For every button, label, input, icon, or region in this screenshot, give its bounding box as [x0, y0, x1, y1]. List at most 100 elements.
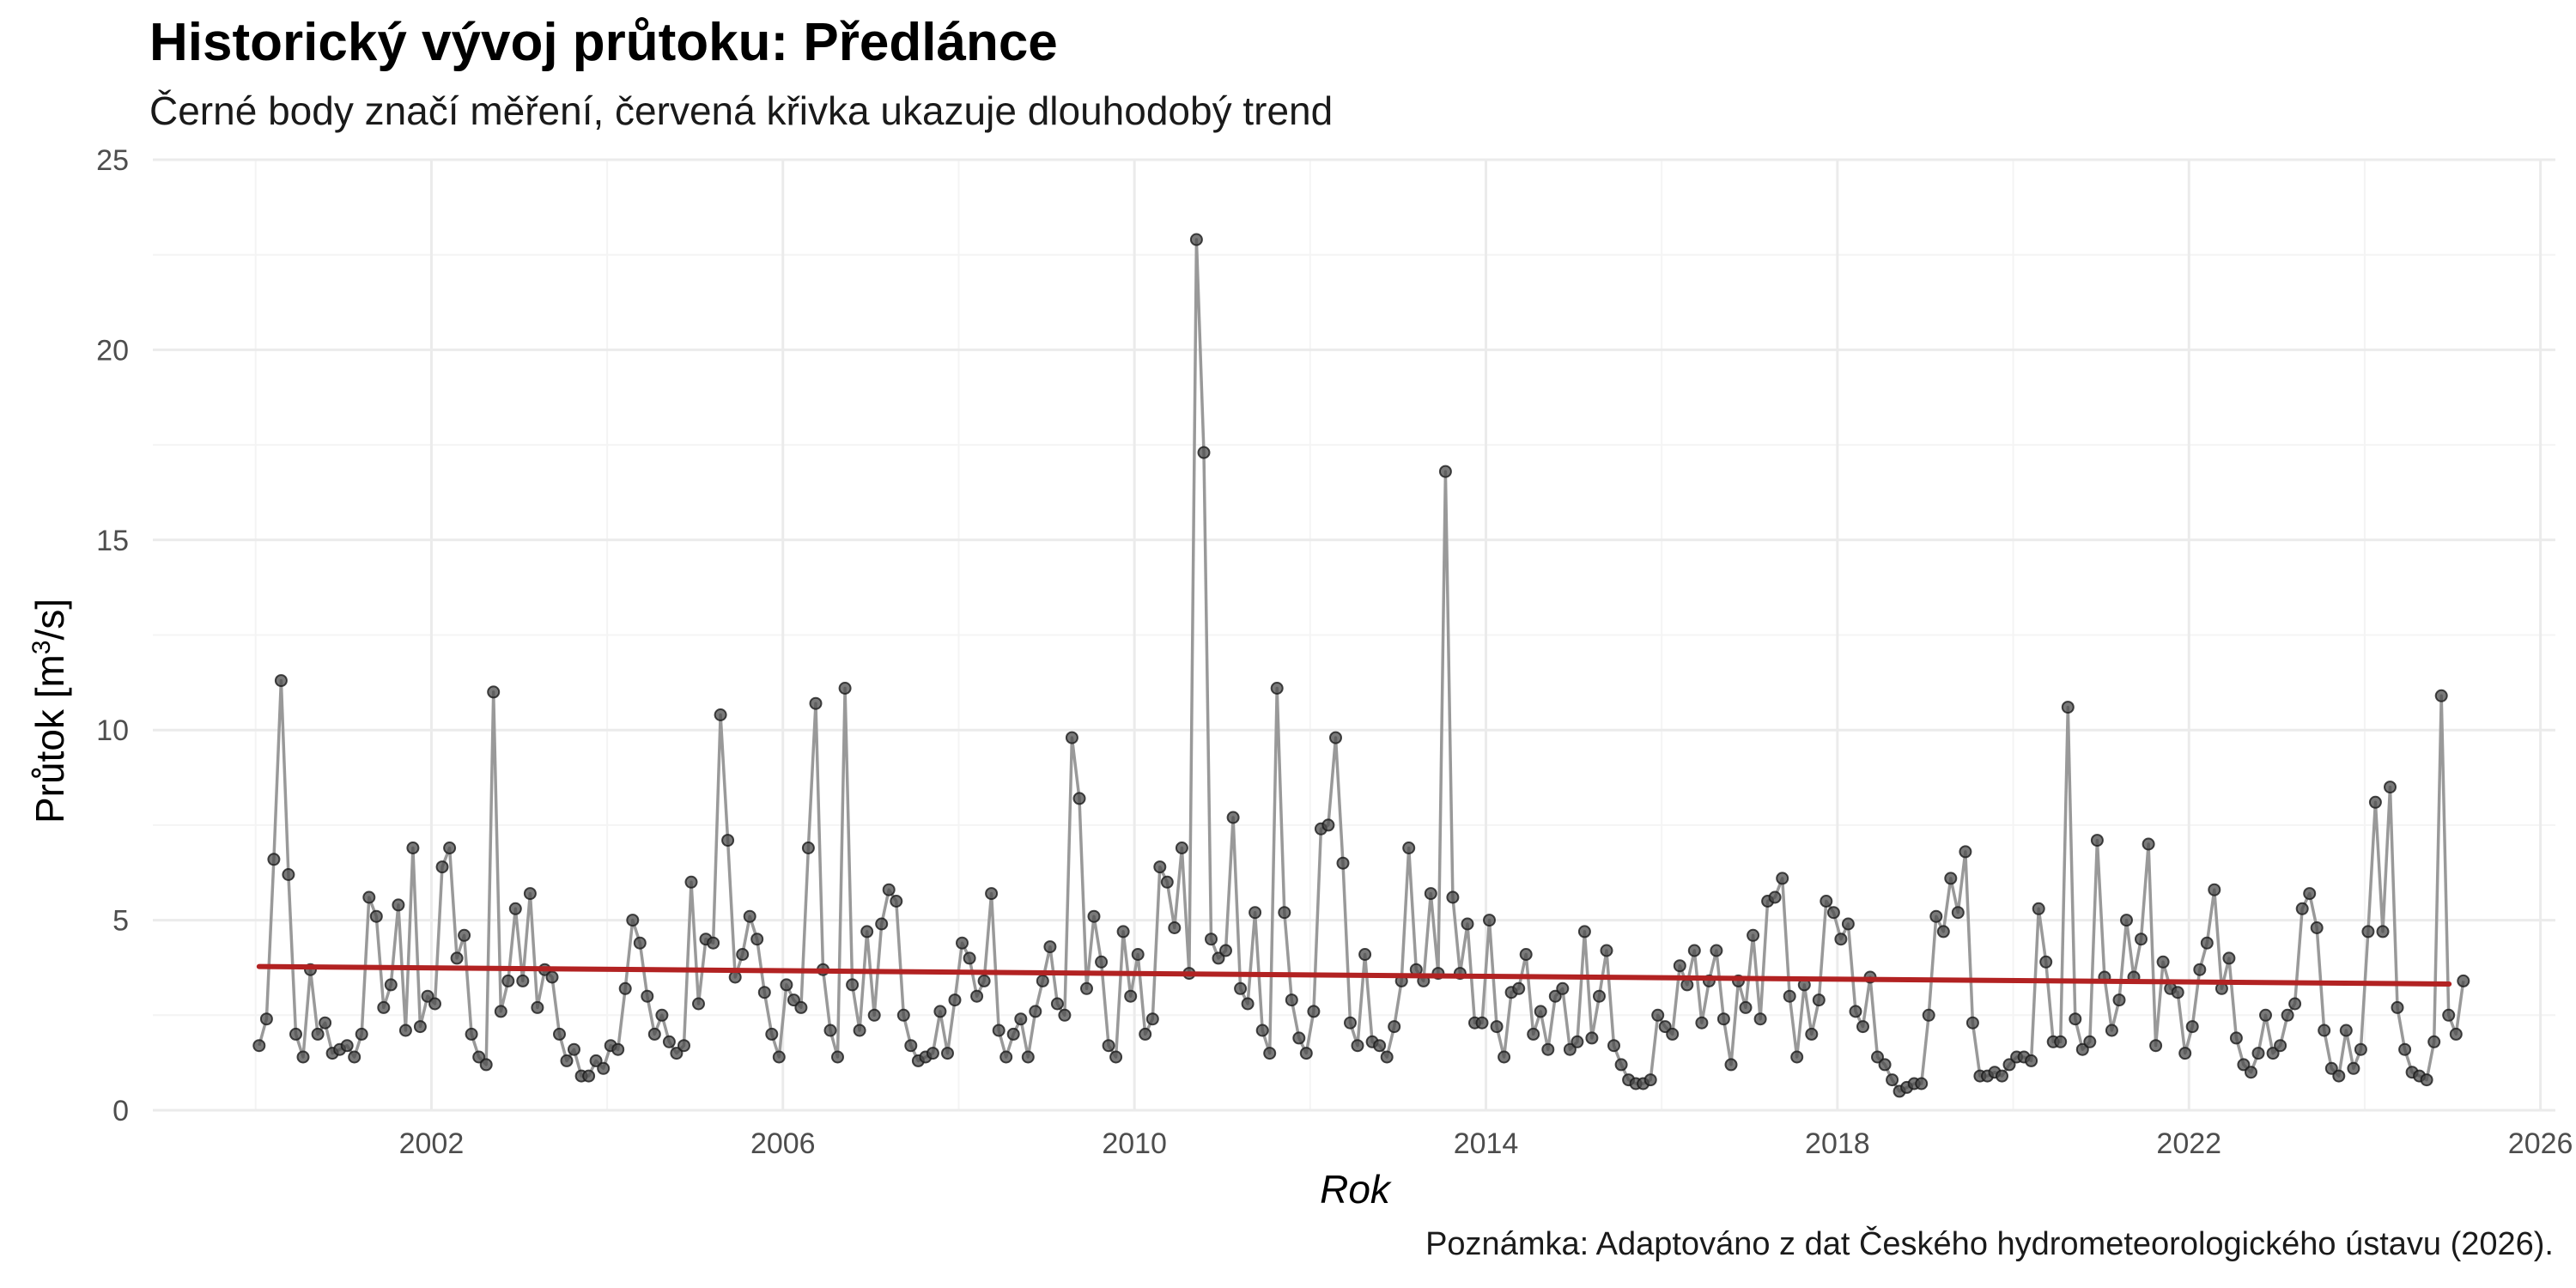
data-point	[597, 1061, 611, 1075]
data-point	[1490, 1020, 1504, 1034]
data-point	[2318, 1024, 2331, 1037]
trend-line	[256, 963, 2452, 987]
data-point	[904, 1039, 918, 1053]
data-point	[641, 989, 654, 1003]
y-tick-label: 5	[112, 905, 129, 938]
data-point	[2303, 887, 2317, 901]
data-point	[1168, 921, 1182, 934]
data-point	[1270, 682, 1284, 695]
x-tick-label: 2022	[2156, 1127, 2221, 1160]
flow-series	[258, 238, 2465, 1093]
data-point	[2149, 1039, 2163, 1053]
data-point	[2039, 955, 2053, 969]
x-tick-label: 2010	[1102, 1127, 1167, 1160]
data-point	[999, 1050, 1013, 1064]
data-point	[2434, 689, 2448, 702]
data-point	[2025, 1054, 2038, 1067]
data-point	[2310, 921, 2324, 934]
data-point	[684, 875, 698, 889]
data-point	[1915, 1077, 1929, 1091]
y-axis-title-sup: 3	[27, 641, 56, 655]
data-point	[1189, 233, 1203, 246]
data-point	[926, 1047, 939, 1060]
data-point	[1278, 906, 1291, 920]
data-point	[252, 1039, 266, 1053]
data-point	[369, 909, 383, 923]
data-point	[1541, 1042, 1555, 1056]
data-point	[1710, 944, 1723, 957]
data-point	[2237, 1058, 2251, 1072]
data-point	[1849, 1005, 1862, 1018]
data-point	[2251, 1047, 2265, 1060]
data-point	[1058, 1008, 1072, 1022]
x-tick-label: 2014	[1454, 1127, 1519, 1160]
data-point	[1336, 856, 1350, 870]
data-point	[413, 1020, 427, 1034]
data-point	[2376, 925, 2390, 939]
data-point	[1475, 1016, 1489, 1030]
data-point	[2075, 1042, 2089, 1056]
data-point	[1373, 1039, 1387, 1053]
data-point	[867, 1008, 881, 1022]
data-point	[1050, 997, 1064, 1011]
y-tick-label: 0	[112, 1095, 129, 1127]
x-axis-title: Rok	[1320, 1167, 1392, 1212]
data-point	[545, 970, 559, 984]
data-point	[2354, 1042, 2367, 1056]
data-point	[1344, 1016, 1357, 1030]
data-point	[355, 1027, 368, 1041]
data-point	[1571, 1035, 1584, 1048]
data-point	[1402, 841, 1416, 854]
data-point	[1446, 890, 1460, 904]
data-point	[1424, 887, 1437, 901]
data-point	[531, 1000, 544, 1014]
data-point	[1285, 993, 1298, 1007]
data-point	[1805, 1027, 1819, 1041]
data-point	[2090, 834, 2104, 848]
data-point	[2156, 955, 2170, 969]
data-point	[1197, 446, 1211, 459]
data-point	[838, 682, 852, 695]
chart-title: Historický vývoj průtoku: Předlánce	[149, 13, 1058, 72]
data-point	[846, 978, 860, 992]
data-point	[2054, 1035, 2068, 1048]
data-point	[2222, 951, 2236, 965]
data-point	[1255, 1024, 1269, 1037]
data-point	[794, 1000, 808, 1014]
data-point	[1841, 917, 1855, 931]
data-point	[743, 909, 756, 923]
data-point	[1651, 1008, 1665, 1022]
y-tick-label: 10	[96, 714, 129, 747]
data-point	[1922, 1008, 1935, 1022]
data-point	[523, 887, 537, 901]
data-point	[2361, 925, 2375, 939]
data-point	[896, 1008, 910, 1022]
data-point	[1936, 925, 1950, 939]
data-point	[2142, 837, 2155, 851]
data-point	[1329, 731, 1342, 744]
data-point	[2112, 993, 2126, 1007]
data-point	[2368, 795, 2382, 809]
data-point	[406, 841, 420, 854]
data-point	[1131, 948, 1145, 961]
data-point	[1716, 1012, 1730, 1026]
data-point	[2178, 1047, 2192, 1060]
data-point	[582, 1069, 596, 1083]
data-point	[377, 1000, 391, 1014]
data-point	[985, 887, 999, 901]
data-point	[479, 1058, 493, 1072]
data-point	[1351, 1039, 1364, 1053]
data-point	[2208, 883, 2221, 896]
data-point	[677, 1039, 690, 1053]
data-point	[398, 1024, 412, 1037]
data-point	[1029, 1005, 1042, 1018]
data-point	[2384, 781, 2397, 794]
data-point	[501, 974, 515, 987]
data-point	[2069, 1012, 2082, 1026]
y-axis: 0 5 10 15 20 25	[96, 144, 129, 1127]
data-point	[2171, 986, 2184, 999]
data-point	[348, 1050, 361, 1064]
data-point	[1753, 1012, 1767, 1026]
data-point	[428, 997, 441, 1011]
data-point	[662, 1035, 676, 1048]
